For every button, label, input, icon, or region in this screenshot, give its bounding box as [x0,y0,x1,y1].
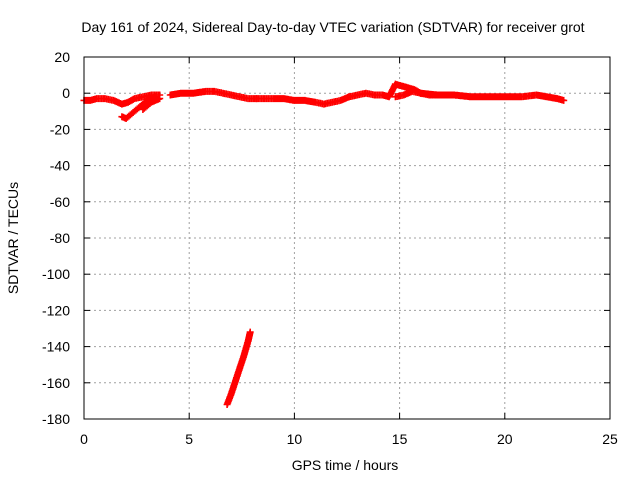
x-tick-label: 10 [287,431,303,447]
data-points [223,328,254,408]
data-segment [223,328,254,408]
y-tick-label: -20 [50,121,70,137]
y-axis-ticks: 20 0 -20 -40 -60 -80 -100 -120 -140 -160 -180 [42,49,610,427]
y-tick-label: -80 [50,230,70,246]
y-tick-label: 0 [62,85,70,101]
data-segment [417,89,568,104]
data-segment [166,87,260,103]
data-segment [253,93,353,108]
y-tick-label: -120 [42,302,70,318]
data-points [417,89,568,104]
plot-frame [83,56,611,420]
y-tick-label: -180 [42,411,70,427]
data-points [166,87,260,103]
x-tick-label: 0 [80,431,88,447]
data-segment [139,95,164,113]
grid-lines [84,57,610,419]
data-series-layer [80,80,568,408]
x-tick-label: 20 [497,431,513,447]
y-tick-label: 20 [54,49,70,65]
data-points [139,95,164,113]
data-series [80,80,568,408]
x-tick-label: 25 [602,431,618,447]
data-points [253,93,353,108]
y-tick-label: -60 [50,194,70,210]
y-tick-label: -140 [42,339,70,355]
y-tick-label: -40 [50,158,70,174]
y-tick-label: -160 [42,375,70,391]
x-axis-label: GPS time / hours [292,457,399,473]
data-segment [118,93,159,122]
data-points [118,93,159,122]
y-tick-label: -100 [42,266,70,282]
x-axis-ticks: 0 5 10 15 20 25 [80,57,618,447]
chart-title: Day 161 of 2024, Sidereal Day-to-day VTE… [81,19,584,35]
x-tick-label: 5 [185,431,193,447]
y-axis-label: SDTVAR / TECUs [5,182,21,294]
x-tick-label: 15 [392,431,408,447]
